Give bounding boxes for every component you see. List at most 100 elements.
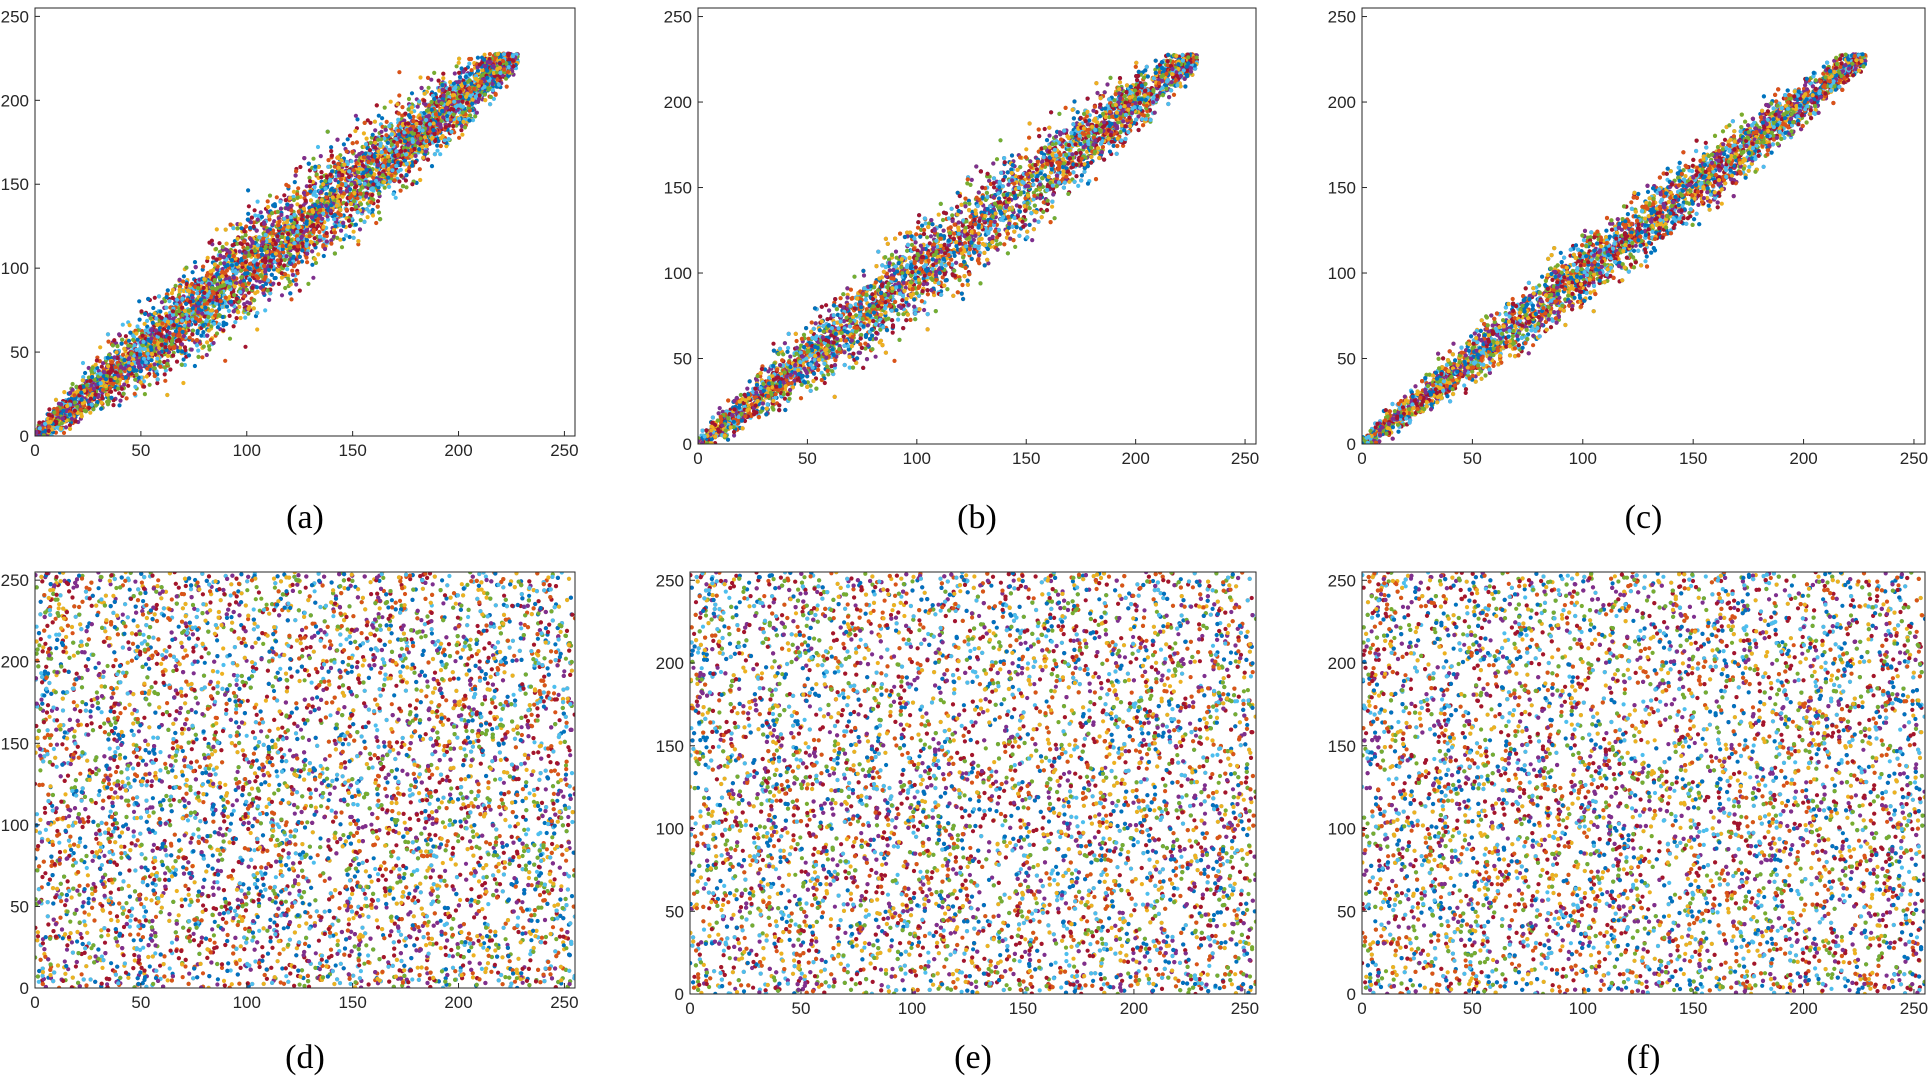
scatter-point xyxy=(308,179,313,184)
scatter-point xyxy=(167,299,172,304)
scatter-point xyxy=(411,114,416,119)
scatter-point xyxy=(267,297,272,302)
scatter-point xyxy=(282,257,287,263)
scatter-point xyxy=(354,140,359,145)
scatter-point xyxy=(192,363,197,369)
scatter-point xyxy=(90,365,95,370)
scatter-point xyxy=(331,234,337,239)
scatter-point xyxy=(268,258,273,263)
scatter-point xyxy=(80,360,86,366)
scatter-point xyxy=(276,281,281,286)
scatter-point xyxy=(376,185,381,190)
scatter-point xyxy=(393,195,398,200)
scatter-point xyxy=(307,175,312,180)
scatter-point xyxy=(152,295,157,300)
scatter-point xyxy=(457,135,462,140)
scatter-point xyxy=(446,137,451,142)
scatter-point xyxy=(281,250,286,255)
scatter-point xyxy=(146,355,151,361)
scatter-point xyxy=(321,253,326,259)
scatter-point xyxy=(296,260,301,265)
scatter-point xyxy=(263,308,268,313)
scatter-point xyxy=(122,382,127,387)
scatter-point xyxy=(325,217,330,222)
scatter-point xyxy=(295,192,300,197)
scatter-point xyxy=(272,204,278,209)
scatter-point xyxy=(291,194,296,199)
scatter-point xyxy=(265,199,270,204)
scatter-point xyxy=(117,391,122,396)
scatter-point xyxy=(347,234,352,240)
scatter-point xyxy=(459,128,464,133)
scatter-point xyxy=(100,396,105,401)
scatter-point xyxy=(79,412,84,417)
scatter-point xyxy=(397,179,402,184)
scatter-point xyxy=(375,199,381,204)
scatter-point xyxy=(332,164,337,169)
scatter-point xyxy=(194,343,200,348)
scatter-point xyxy=(221,320,226,325)
scatter-point xyxy=(211,340,216,346)
scatter-point xyxy=(99,406,104,411)
scatter-point xyxy=(142,384,147,389)
scatter-point xyxy=(291,189,296,194)
scatter-point xyxy=(488,94,493,100)
scatter-point xyxy=(133,384,138,389)
scatter-point xyxy=(126,338,132,343)
scatter-point xyxy=(256,213,261,218)
scatter-point xyxy=(153,352,158,357)
scatter-point xyxy=(373,128,378,133)
scatter-point xyxy=(345,137,350,142)
scatter-point xyxy=(304,255,309,260)
scatter-point xyxy=(168,367,173,372)
scatter-point xyxy=(201,344,206,349)
scatter-point xyxy=(397,93,402,98)
scatter-point xyxy=(209,324,214,329)
scatter-point xyxy=(181,288,186,294)
scatter-point xyxy=(237,249,242,254)
scatter-point xyxy=(181,357,186,362)
scatter-point xyxy=(339,228,344,233)
scatter-point xyxy=(147,382,152,387)
scatter-point xyxy=(296,186,301,191)
scatter-point xyxy=(174,312,179,317)
scatter-point xyxy=(180,318,185,323)
scatter-point xyxy=(252,208,257,213)
scatter-point xyxy=(358,202,364,207)
scatter-point xyxy=(81,375,86,380)
scatter-point xyxy=(246,211,251,216)
scatter-point xyxy=(196,354,201,359)
scatter-point xyxy=(321,236,326,241)
scatter-point xyxy=(176,349,181,354)
scatter-point xyxy=(218,261,223,266)
scatter-point xyxy=(329,238,334,243)
scatter-point xyxy=(253,213,258,218)
scatter-point xyxy=(223,358,228,363)
scatter-point xyxy=(273,275,278,281)
scatter-point xyxy=(243,233,248,238)
scatter-point xyxy=(409,91,415,96)
scatter-point xyxy=(331,160,336,165)
scatter-point xyxy=(387,184,392,189)
scatter-point xyxy=(487,52,492,57)
scatter-point xyxy=(357,227,363,232)
scatter-point xyxy=(442,138,447,143)
scatter-point xyxy=(298,164,303,170)
scatter-point xyxy=(47,407,52,412)
scatter-point xyxy=(344,207,349,212)
scatter-point xyxy=(295,195,300,200)
scatter-point xyxy=(141,379,147,384)
scatter-point xyxy=(305,260,310,265)
scatter-point xyxy=(349,159,354,164)
scatter-point xyxy=(315,144,321,150)
scatter-point xyxy=(354,154,359,159)
scatter-point xyxy=(356,242,361,247)
scatter-point xyxy=(37,420,42,425)
scatter-point xyxy=(312,185,317,190)
scatter-point xyxy=(88,410,93,415)
scatter-point xyxy=(252,269,257,274)
scatter-point xyxy=(70,387,75,392)
scatter-point xyxy=(384,119,389,124)
scatter-point xyxy=(365,215,370,220)
scatter-point xyxy=(444,144,449,149)
